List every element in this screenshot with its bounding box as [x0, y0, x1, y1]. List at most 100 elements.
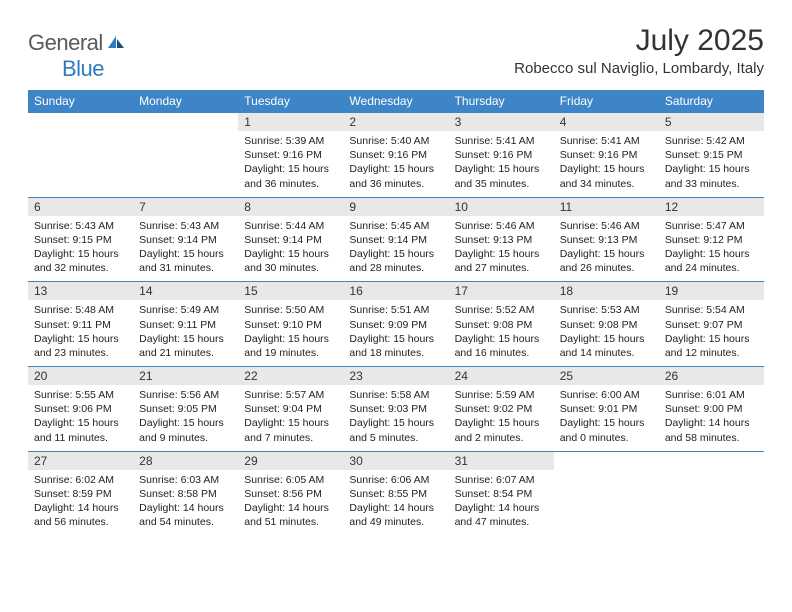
day-content-cell: Sunrise: 5:43 AMSunset: 9:14 PMDaylight:…: [133, 216, 238, 282]
weekday-header: Saturday: [659, 90, 764, 113]
logo: GeneralBlue: [28, 24, 126, 82]
day-content-cell: Sunrise: 5:53 AMSunset: 9:08 PMDaylight:…: [554, 300, 659, 366]
day-number-cell: 12: [659, 197, 764, 216]
weekday-header-row: Sunday Monday Tuesday Wednesday Thursday…: [28, 90, 764, 113]
day-number-cell: 15: [238, 282, 343, 301]
day-content-cell: Sunrise: 5:42 AMSunset: 9:15 PMDaylight:…: [659, 131, 764, 197]
day-number-cell: 4: [554, 113, 659, 132]
day-number-row: 2728293031: [28, 451, 764, 470]
day-number-cell: 10: [449, 197, 554, 216]
day-number-cell: 6: [28, 197, 133, 216]
day-number-cell: 5: [659, 113, 764, 132]
day-content-cell: Sunrise: 6:01 AMSunset: 9:00 PMDaylight:…: [659, 385, 764, 451]
day-content-cell: Sunrise: 5:54 AMSunset: 9:07 PMDaylight:…: [659, 300, 764, 366]
logo-text-blue: Blue: [62, 56, 104, 81]
day-number-cell: 17: [449, 282, 554, 301]
day-number-cell: 18: [554, 282, 659, 301]
day-content-row: Sunrise: 5:43 AMSunset: 9:15 PMDaylight:…: [28, 216, 764, 282]
day-number-cell: 22: [238, 367, 343, 386]
title-block: July 2025 Robecco sul Naviglio, Lombardy…: [514, 24, 764, 77]
day-number-cell: [28, 113, 133, 132]
day-number-cell: 24: [449, 367, 554, 386]
day-number-cell: [659, 451, 764, 470]
day-content-cell: Sunrise: 5:51 AMSunset: 9:09 PMDaylight:…: [343, 300, 448, 366]
day-content-cell: Sunrise: 5:49 AMSunset: 9:11 PMDaylight:…: [133, 300, 238, 366]
day-content-cell: Sunrise: 5:39 AMSunset: 9:16 PMDaylight:…: [238, 131, 343, 197]
day-content-cell: Sunrise: 5:41 AMSunset: 9:16 PMDaylight:…: [449, 131, 554, 197]
day-content-cell: Sunrise: 5:56 AMSunset: 9:05 PMDaylight:…: [133, 385, 238, 451]
day-content-cell: Sunrise: 5:45 AMSunset: 9:14 PMDaylight:…: [343, 216, 448, 282]
day-number-row: 13141516171819: [28, 282, 764, 301]
day-number-cell: 2: [343, 113, 448, 132]
day-number-cell: 7: [133, 197, 238, 216]
month-title: July 2025: [514, 24, 764, 58]
day-number-cell: 31: [449, 451, 554, 470]
day-number-cell: 30: [343, 451, 448, 470]
day-content-cell: [554, 470, 659, 536]
day-number-cell: 21: [133, 367, 238, 386]
day-content-row: Sunrise: 5:39 AMSunset: 9:16 PMDaylight:…: [28, 131, 764, 197]
location: Robecco sul Naviglio, Lombardy, Italy: [514, 60, 764, 77]
day-content-cell: Sunrise: 5:52 AMSunset: 9:08 PMDaylight:…: [449, 300, 554, 366]
day-content-cell: Sunrise: 6:02 AMSunset: 8:59 PMDaylight:…: [28, 470, 133, 536]
day-number-cell: 13: [28, 282, 133, 301]
day-number-cell: 28: [133, 451, 238, 470]
day-number-cell: 11: [554, 197, 659, 216]
logo-text: GeneralBlue: [28, 30, 126, 82]
day-content-cell: Sunrise: 6:03 AMSunset: 8:58 PMDaylight:…: [133, 470, 238, 536]
day-content-cell: Sunrise: 5:55 AMSunset: 9:06 PMDaylight:…: [28, 385, 133, 451]
day-content-cell: Sunrise: 5:41 AMSunset: 9:16 PMDaylight:…: [554, 131, 659, 197]
weekday-header: Sunday: [28, 90, 133, 113]
day-content-cell: Sunrise: 5:46 AMSunset: 9:13 PMDaylight:…: [554, 216, 659, 282]
day-content-cell: Sunrise: 6:07 AMSunset: 8:54 PMDaylight:…: [449, 470, 554, 536]
day-content-cell: Sunrise: 5:44 AMSunset: 9:14 PMDaylight:…: [238, 216, 343, 282]
calendar-body: 12345Sunrise: 5:39 AMSunset: 9:16 PMDayl…: [28, 113, 764, 536]
weekday-header: Wednesday: [343, 90, 448, 113]
day-content-cell: [28, 131, 133, 197]
day-number-cell: 29: [238, 451, 343, 470]
calendar-page: GeneralBlue July 2025 Robecco sul Navigl…: [0, 0, 792, 556]
day-number-row: 20212223242526: [28, 367, 764, 386]
day-number-cell: 19: [659, 282, 764, 301]
day-number-cell: 25: [554, 367, 659, 386]
weekday-header: Tuesday: [238, 90, 343, 113]
logo-text-gray: General: [28, 30, 103, 55]
day-content-cell: [133, 131, 238, 197]
day-content-cell: Sunrise: 6:00 AMSunset: 9:01 PMDaylight:…: [554, 385, 659, 451]
day-number-row: 6789101112: [28, 197, 764, 216]
day-number-cell: 16: [343, 282, 448, 301]
day-number-cell: 26: [659, 367, 764, 386]
weekday-header: Thursday: [449, 90, 554, 113]
day-number-cell: 3: [449, 113, 554, 132]
day-number-cell: 23: [343, 367, 448, 386]
day-content-row: Sunrise: 5:48 AMSunset: 9:11 PMDaylight:…: [28, 300, 764, 366]
day-number-cell: [554, 451, 659, 470]
day-content-cell: Sunrise: 6:05 AMSunset: 8:56 PMDaylight:…: [238, 470, 343, 536]
day-content-cell: Sunrise: 5:46 AMSunset: 9:13 PMDaylight:…: [449, 216, 554, 282]
day-number-cell: 27: [28, 451, 133, 470]
day-content-cell: Sunrise: 5:43 AMSunset: 9:15 PMDaylight:…: [28, 216, 133, 282]
weekday-header: Friday: [554, 90, 659, 113]
day-content-cell: Sunrise: 6:06 AMSunset: 8:55 PMDaylight:…: [343, 470, 448, 536]
day-content-cell: Sunrise: 5:50 AMSunset: 9:10 PMDaylight:…: [238, 300, 343, 366]
day-content-cell: Sunrise: 5:59 AMSunset: 9:02 PMDaylight:…: [449, 385, 554, 451]
day-number-cell: [133, 113, 238, 132]
weekday-header: Monday: [133, 90, 238, 113]
day-number-cell: 20: [28, 367, 133, 386]
logo-sail-icon: [106, 30, 126, 56]
day-content-cell: Sunrise: 5:57 AMSunset: 9:04 PMDaylight:…: [238, 385, 343, 451]
day-content-cell: Sunrise: 5:58 AMSunset: 9:03 PMDaylight:…: [343, 385, 448, 451]
day-number-cell: 9: [343, 197, 448, 216]
calendar-table: Sunday Monday Tuesday Wednesday Thursday…: [28, 90, 764, 536]
day-number-row: 12345: [28, 113, 764, 132]
day-content-cell: Sunrise: 5:40 AMSunset: 9:16 PMDaylight:…: [343, 131, 448, 197]
day-number-cell: 14: [133, 282, 238, 301]
day-number-cell: 1: [238, 113, 343, 132]
day-content-row: Sunrise: 5:55 AMSunset: 9:06 PMDaylight:…: [28, 385, 764, 451]
day-number-cell: 8: [238, 197, 343, 216]
day-content-cell: Sunrise: 5:48 AMSunset: 9:11 PMDaylight:…: [28, 300, 133, 366]
header: GeneralBlue July 2025 Robecco sul Navigl…: [28, 24, 764, 82]
day-content-cell: Sunrise: 5:47 AMSunset: 9:12 PMDaylight:…: [659, 216, 764, 282]
day-content-cell: [659, 470, 764, 536]
day-content-row: Sunrise: 6:02 AMSunset: 8:59 PMDaylight:…: [28, 470, 764, 536]
